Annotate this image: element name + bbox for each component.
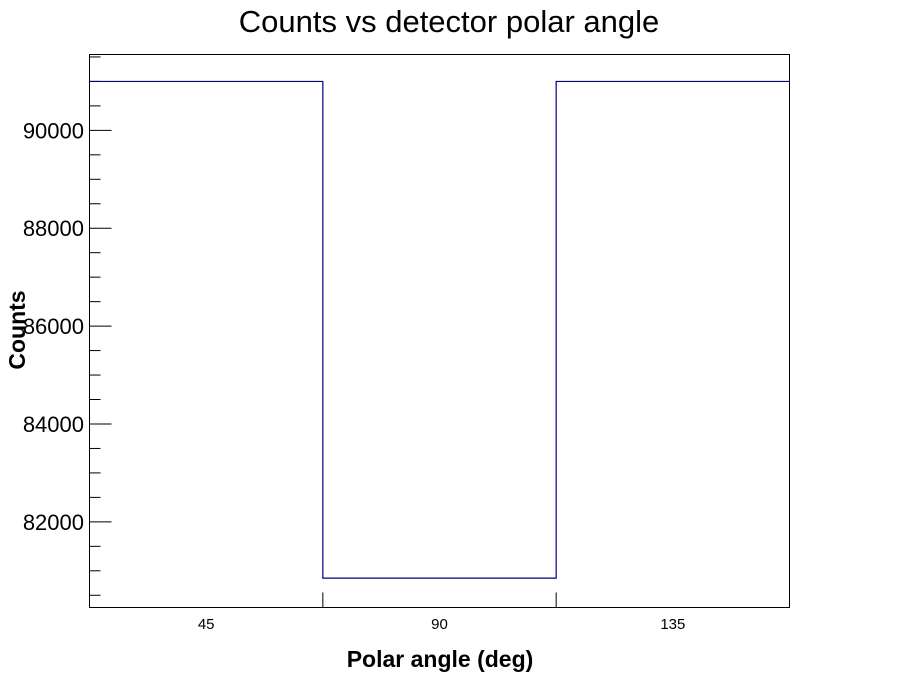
histogram-bar-90 [323,578,556,607]
chart-title: Counts vs detector polar angle [239,4,659,39]
y-tick-label: 84000 [23,412,84,437]
x-axis-label: Polar angle (deg) [347,646,534,672]
histogram-bar-135 [556,81,789,607]
histogram-bins [90,81,790,607]
x-tick-label: 90 [431,616,448,633]
x-axis: 45 90 135 [198,592,685,633]
x-tick-label: 45 [198,616,215,633]
plot-frame [89,54,790,608]
y-tick-label: 82000 [23,510,84,535]
y-tick-label: 86000 [23,314,84,339]
y-tick-label: 88000 [23,216,84,241]
y-tick-label: 90000 [23,118,84,143]
histogram-bar-45 [90,81,323,607]
y-axis-label: Counts [4,290,30,369]
histogram-line [89,80,790,579]
x-tick-label: 135 [660,616,685,633]
